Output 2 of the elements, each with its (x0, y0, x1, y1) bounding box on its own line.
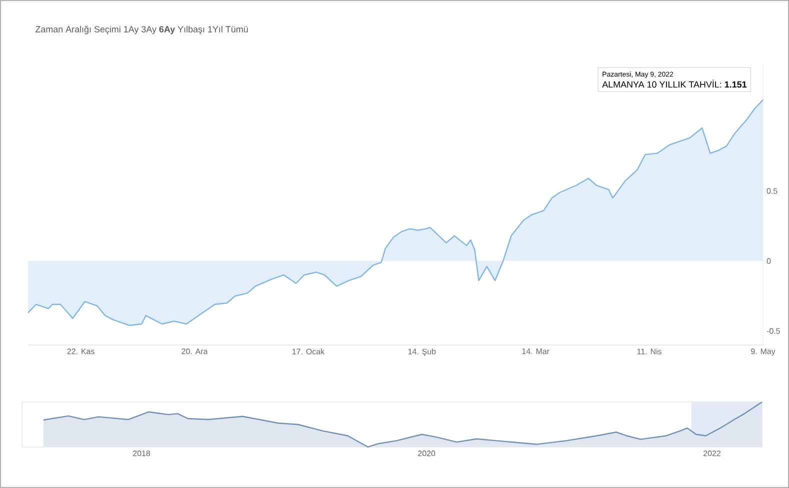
text: Zaman Aralığı Seçimi 1Ay 3Ay 6Ay Yılbaşı 1Yıl Tümü (35, 26, 248, 34)
annotation: ALMANYA 10 YILLIK TAHVİL: 1.151 (602, 80, 747, 88)
